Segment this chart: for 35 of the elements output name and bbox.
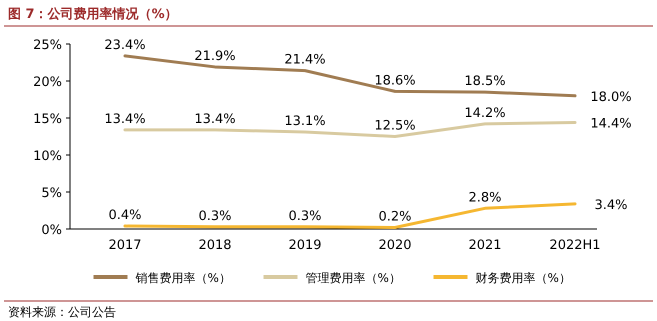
legend-label: 管理费用率（%） [306,271,401,285]
x-tick-label: 2020 [378,238,412,253]
data-label: 13.4% [104,112,146,127]
x-tick-label: 2021 [468,238,502,253]
y-tick-label: 10% [33,149,62,164]
x-tick-label: 2018 [198,238,232,253]
data-label: 14.4% [590,116,632,132]
data-label: 18.5% [464,74,506,90]
y-tick-label: 25% [33,38,62,53]
x-tick-label: 2022H1 [549,238,601,253]
data-label: 3.4% [594,198,628,213]
data-label: 0.2% [378,210,412,225]
data-label: 18.0% [590,90,632,105]
x-tick-label: 2017 [108,238,142,253]
data-label: 18.6% [374,73,416,88]
y-tick-label: 5% [41,186,62,201]
data-label: 0.3% [198,208,232,224]
data-label: 13.4% [194,112,236,127]
data-label: 13.1% [284,114,326,130]
data-label: 12.5% [374,118,416,134]
data-label: 21.4% [284,52,326,68]
data-label: 23.4% [104,38,146,53]
y-tick-label: 0% [41,223,62,238]
y-tick-label: 15% [33,112,62,127]
data-label: 0.4% [108,208,142,224]
data-label: 2.8% [468,190,502,206]
data-label: 0.3% [288,208,322,224]
legend-label: 财务费用率（%） [476,271,571,285]
data-label: 21.9% [194,48,236,64]
x-tick-label: 2019 [288,238,322,253]
text: 资料来源：公司公告 [8,305,116,319]
legend-label: 销售费用率（%） [134,271,231,285]
data-label: 14.2% [464,106,506,121]
chart-title: 图 7：公司费用率情况（%） [8,6,178,22]
y-tick-label: 20% [33,75,62,90]
